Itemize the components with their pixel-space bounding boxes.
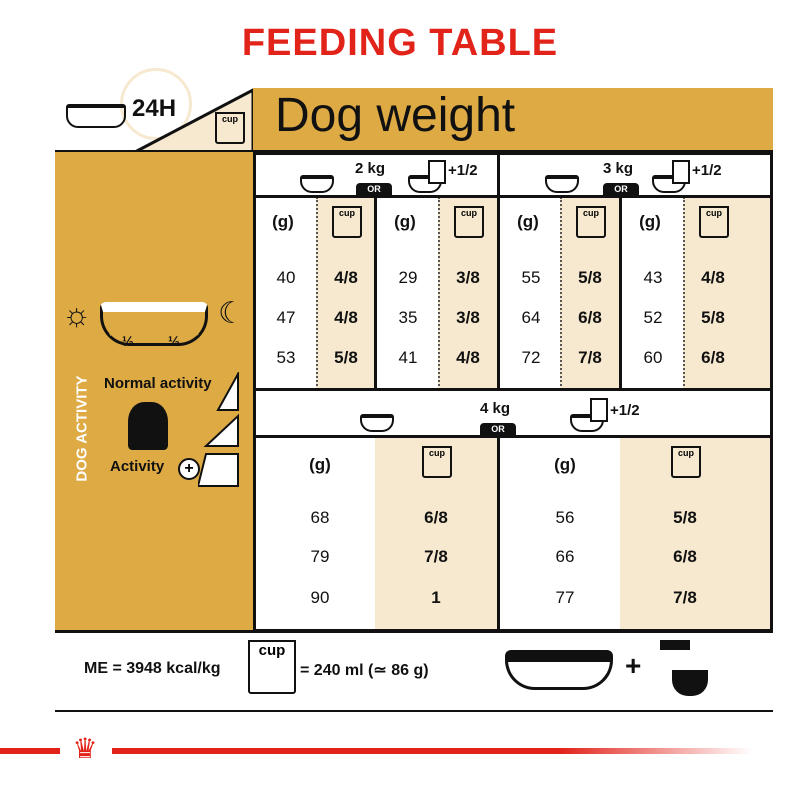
cup-value: 7/8	[673, 588, 697, 607]
grams-value: 29	[398, 268, 418, 287]
half-left-label: ½	[122, 333, 134, 349]
energy-label: ME = 3948 kcal/kg	[84, 660, 221, 677]
cup-equivalent-label: = 240 ml (≃ 86 g)	[300, 662, 429, 679]
cup-icon: cup	[215, 112, 245, 144]
grams-value: 53	[276, 348, 296, 367]
grams-value: 43	[643, 268, 663, 287]
cup-icon: cup	[422, 446, 452, 478]
grams-header: (g)	[554, 455, 576, 474]
cup-value: 6/8	[424, 508, 448, 527]
cup-value: 6/8	[578, 308, 602, 327]
grams-header: (g)	[517, 212, 539, 231]
water-bowl-icon	[672, 670, 708, 696]
or-badge: OR	[603, 183, 639, 195]
grams-value: 90	[310, 588, 330, 607]
daily-label: 24H	[132, 95, 177, 122]
cup-value: 4/8	[701, 268, 725, 287]
grams-value: 40	[276, 268, 296, 287]
cup-value: 4/8	[334, 268, 358, 287]
dog-activity-label: DOG ACTIVITY	[73, 375, 91, 482]
grams-value: 72	[521, 348, 541, 367]
cup-value: 5/8	[578, 268, 602, 287]
or-badge: OR	[480, 423, 516, 435]
cup-value: 5/8	[334, 348, 358, 367]
plus-half-label: +1/2	[448, 162, 478, 179]
food-bowl-icon	[66, 104, 126, 128]
grams-value: 60	[643, 348, 663, 367]
weight-label: 3 kg	[603, 160, 634, 177]
cup-icon: cup	[671, 446, 701, 478]
grams-header: (g)	[309, 455, 331, 474]
cup-icon: cup	[332, 206, 362, 238]
dog-weight-band	[253, 88, 773, 152]
cup-value: 4/8	[334, 308, 358, 327]
mixed-food-bowl-icon	[652, 175, 686, 193]
grams-value: 55	[521, 268, 541, 287]
grams-value: 56	[555, 508, 575, 527]
grams-header: (g)	[639, 212, 661, 231]
left-panel	[55, 152, 253, 632]
cup-icon: cup	[699, 206, 729, 238]
plus-circle-icon: +	[178, 458, 200, 480]
mixed-food-bowl-icon	[408, 175, 442, 193]
cup-value: 1	[431, 588, 441, 607]
grams-value: 77	[555, 588, 575, 607]
brand-line	[112, 748, 752, 754]
page-title: FEEDING TABLE	[241, 22, 559, 64]
mixed-food-bowl-icon	[570, 414, 604, 432]
grams-value: 66	[555, 547, 575, 566]
cup-icon: cup	[248, 640, 296, 694]
dry-food-bowl-icon	[300, 175, 334, 193]
plus-half-label: +1/2	[692, 162, 722, 179]
plus-sign: +	[625, 650, 642, 681]
grams-value: 64	[521, 308, 541, 327]
half-right-label: ½	[168, 333, 180, 349]
royal-canin-crown-logo: ♛	[72, 733, 98, 764]
grams-value: 41	[398, 348, 418, 367]
brand-line	[0, 748, 60, 754]
wet-food-pouch-icon	[590, 398, 608, 422]
cup-value: 4/8	[456, 348, 480, 367]
grams-value: 47	[276, 308, 296, 327]
plus-half-label: +1/2	[610, 402, 640, 419]
weight-label: 4 kg	[480, 400, 511, 417]
dog-weight-heading: Dog weight	[275, 89, 516, 142]
grams-value: 35	[398, 308, 418, 327]
grams-value: 79	[310, 547, 330, 566]
grams-header: (g)	[272, 212, 294, 231]
grams-value: 52	[643, 308, 663, 327]
normal-activity-label: Normal activity	[104, 375, 212, 392]
cup-value: 6/8	[701, 348, 725, 367]
cup-value: 3/8	[456, 308, 480, 327]
cup-value: 7/8	[578, 348, 602, 367]
split-bowl-icon	[100, 302, 208, 346]
divider	[55, 150, 773, 153]
wet-food-pouch-icon	[428, 160, 446, 184]
cup-value: 3/8	[456, 268, 480, 287]
activity-level-triangles	[198, 372, 239, 487]
grams-value: 68	[310, 508, 330, 527]
cup-icon: cup	[576, 206, 606, 238]
weight-label: 2 kg	[355, 160, 386, 177]
wet-food-pouch-icon	[672, 160, 690, 184]
activity-label: Activity	[110, 458, 165, 475]
cup-value: 6/8	[673, 547, 697, 566]
dry-food-bowl-icon	[545, 175, 579, 193]
dog-silhouette-icon	[128, 402, 168, 450]
cup-value: 5/8	[701, 308, 725, 327]
grams-header: (g)	[394, 212, 416, 231]
sun-icon: ☼	[62, 296, 92, 332]
cup-value: 5/8	[673, 508, 697, 527]
or-badge: OR	[356, 183, 392, 195]
cup-value: 7/8	[424, 547, 448, 566]
food-bowl-icon	[505, 650, 613, 690]
moon-icon: ☾	[218, 297, 245, 330]
cup-icon: cup	[454, 206, 484, 238]
water-tap-icon	[660, 640, 690, 650]
dry-food-bowl-icon	[360, 414, 394, 432]
